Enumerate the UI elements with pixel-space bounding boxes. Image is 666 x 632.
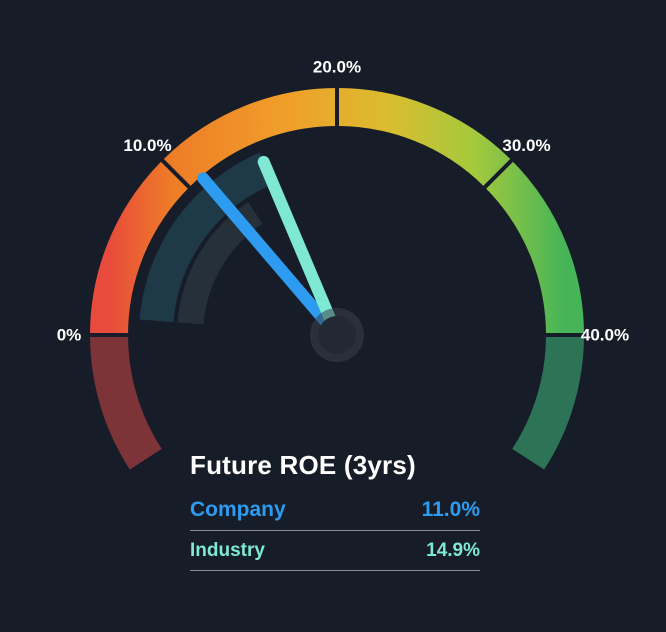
industry-value: 14.9% bbox=[426, 540, 480, 561]
muted-arc-right bbox=[512, 334, 584, 470]
muted-arc-left bbox=[90, 334, 162, 470]
tick-label: 0% bbox=[57, 326, 82, 345]
gauge-title: Future ROE (3yrs) bbox=[190, 450, 416, 480]
industry-row: Industry 14.9% bbox=[190, 531, 480, 571]
company-row: Company 11.0% bbox=[190, 491, 480, 531]
tick-label: 40.0% bbox=[581, 326, 629, 345]
tick-gap bbox=[479, 155, 517, 193]
company-value: 11.0% bbox=[421, 498, 480, 521]
inner-range-band bbox=[139, 152, 274, 323]
gauge-info-panel: Future ROE (3yrs) Company 11.0% Industry… bbox=[190, 450, 480, 571]
tick-label: 10.0% bbox=[123, 136, 171, 155]
industry-label: Industry bbox=[190, 540, 265, 561]
tick-label: 30.0% bbox=[502, 136, 550, 155]
company-label: Company bbox=[190, 498, 286, 521]
needle-hub bbox=[318, 316, 356, 354]
tick-gap bbox=[157, 155, 195, 193]
tick-label: 20.0% bbox=[313, 58, 361, 77]
